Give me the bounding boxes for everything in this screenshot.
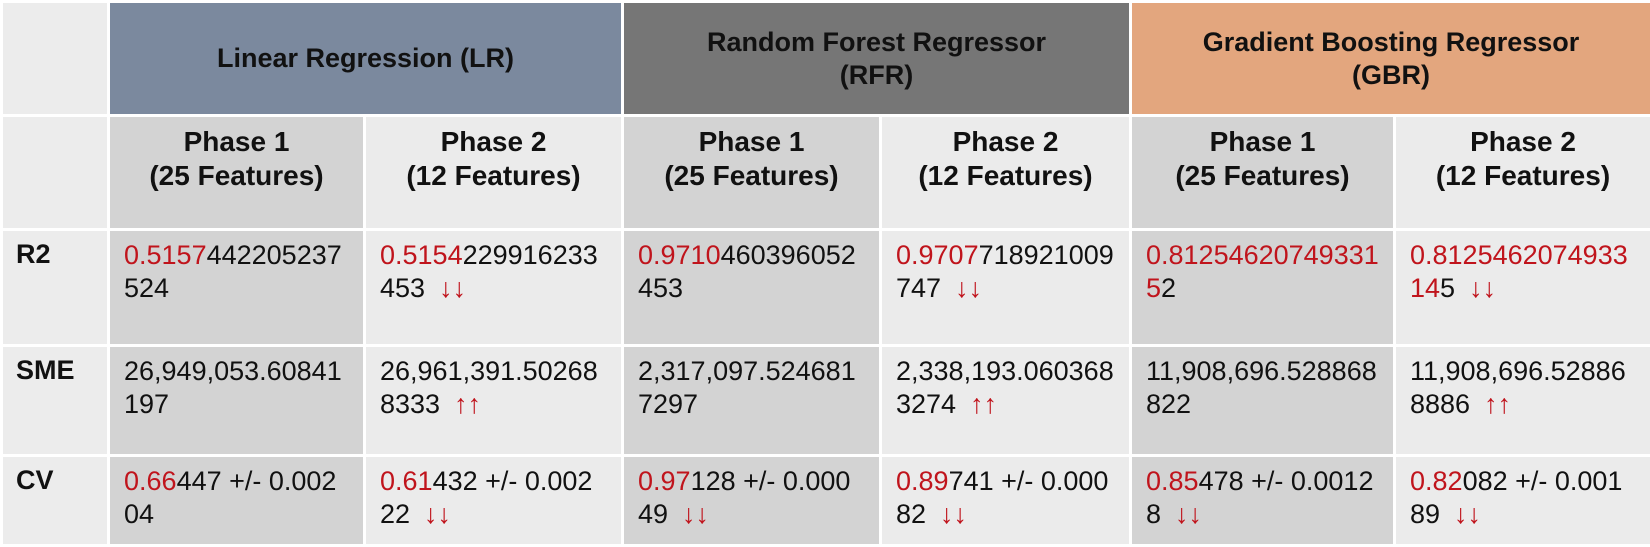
metric-cell: 0.85478 +/- 0.00128 ↓↓ xyxy=(1129,454,1396,547)
value-digits: 26,961,391.502688333 xyxy=(380,356,598,419)
trend-arrow-icon: ↑↑ xyxy=(1484,389,1512,419)
trend-arrow-icon: ↓↓ xyxy=(682,499,710,529)
model-header-lr: Linear Regression (LR) xyxy=(107,0,624,117)
metric-cell: 26,961,391.502688333 ↑↑ xyxy=(363,344,624,457)
phase-name: Phase 2 xyxy=(1470,126,1576,157)
value-digits: 432 +/- 0.00222 xyxy=(380,466,593,529)
metric-cell: 0.61432 +/- 0.00222 ↓↓ xyxy=(363,454,624,547)
metric-cell: 11,908,696.528868822 xyxy=(1129,344,1396,457)
trend-arrow-icon: ↓↓ xyxy=(439,273,467,303)
trend-arrow-icon: ↓↓ xyxy=(940,499,968,529)
value-digits: 478 +/- 0.00128 xyxy=(1146,466,1374,529)
trend-arrow-icon: ↑↑ xyxy=(970,389,998,419)
value-digits: 2 xyxy=(1161,273,1177,303)
phase-name: Phase 1 xyxy=(698,126,805,157)
highlighted-digits: 0.812546207493314 xyxy=(1410,240,1628,303)
value-digits: 11,908,696.528868822 xyxy=(1146,356,1377,419)
value-digits: 082 +/- 0.00189 xyxy=(1410,466,1623,529)
metric-cell: 0.89741 +/- 0.00082 ↓↓ xyxy=(879,454,1132,547)
model-header-rfr: Random Forest Regressor (RFR) xyxy=(621,0,1132,117)
metric-cell: 11,908,696.528868886 ↑↑ xyxy=(1392,344,1650,457)
phase-features: (25 Features) xyxy=(1175,160,1350,191)
metric-row-r2: R2 0.5157442205237524 0.5154229916233453… xyxy=(0,228,1650,347)
phase-name: Phase 2 xyxy=(440,126,547,157)
value-digits: 2,317,097.5246817297 xyxy=(638,356,856,419)
metric-row-cv: CV 0.66447 +/- 0.00204 0.61432 +/- 0.002… xyxy=(0,454,1650,547)
metric-row-sme: SME 26,949,053.60841197 26,961,391.50268… xyxy=(0,344,1650,457)
phase-header-gbr-2: Phase 2 (12 Features) xyxy=(1392,114,1650,231)
metric-cell: 0.97128 +/- 0.00049 ↓↓ xyxy=(621,454,882,547)
trend-arrow-icon: ↓↓ xyxy=(1469,273,1497,303)
metric-cell: 0.5154229916233453 ↓↓ xyxy=(363,228,624,347)
phase-header-lr-2: Phase 2 (12 Features) xyxy=(363,114,624,231)
highlighted-digits: 0.85 xyxy=(1146,466,1199,496)
trend-arrow-icon: ↓↓ xyxy=(955,273,983,303)
metric-cell: 0.9707718921009747 ↓↓ xyxy=(879,228,1132,347)
value-digits: 5 xyxy=(1440,273,1456,303)
metric-cell: 0.5157442205237524 xyxy=(107,228,366,347)
metric-cell: 0.66447 +/- 0.00204 xyxy=(107,454,366,547)
highlighted-digits: 0.812546207493315 xyxy=(1146,240,1379,303)
value-digits: 26,949,053.60841197 xyxy=(124,356,342,419)
model-header-gbr: Gradient Boosting Regressor (GBR) xyxy=(1128,0,1650,117)
value-digits: 229916233453 xyxy=(380,240,598,303)
metric-cell: 0.9710460396052453 xyxy=(621,228,882,347)
highlighted-digits: 0.61 xyxy=(380,466,433,496)
highlighted-digits: 0.82 xyxy=(1410,466,1463,496)
metric-cell: 26,949,053.60841197 xyxy=(107,344,366,457)
metric-cell: 2,317,097.5246817297 xyxy=(621,344,882,457)
phase-features: (25 Features) xyxy=(664,160,839,191)
value-digits: 447 +/- 0.00204 xyxy=(124,466,337,529)
value-digits: 442205237524 xyxy=(124,240,342,303)
phase-header-row: Phase 1 (25 Features) Phase 2 (12 Featur… xyxy=(0,114,1650,231)
value-digits: 718921009747 xyxy=(896,240,1114,303)
value-digits: 2,338,193.0603683274 xyxy=(896,356,1114,419)
corner-cell-phase xyxy=(0,114,110,231)
highlighted-digits: 0.89 xyxy=(896,466,949,496)
metric-cell: 0.82082 +/- 0.00189 ↓↓ xyxy=(1392,454,1650,547)
phase-name: Phase 1 xyxy=(183,126,290,157)
phase-header-lr-1: Phase 1 (25 Features) xyxy=(107,114,366,231)
value-digits: 11,908,696.528868886 xyxy=(1410,356,1626,419)
trend-arrow-icon: ↑↑ xyxy=(454,389,482,419)
row-label-cv: CV xyxy=(0,454,110,547)
phase-header-rfr-1: Phase 1 (25 Features) xyxy=(621,114,882,231)
model-header-row: Linear Regression (LR) Random Forest Reg… xyxy=(0,0,1650,117)
trend-arrow-icon: ↓↓ xyxy=(1175,499,1203,529)
row-label-sme: SME xyxy=(0,344,110,457)
phase-features: (12 Features) xyxy=(918,160,1093,191)
highlighted-digits: 0.66 xyxy=(124,466,177,496)
value-digits: 741 +/- 0.00082 xyxy=(896,466,1109,529)
metric-cell: 0.8125462074933145 ↓↓ xyxy=(1392,228,1650,347)
value-digits: 128 +/- 0.00049 xyxy=(638,466,851,529)
trend-arrow-icon: ↓↓ xyxy=(424,499,452,529)
phase-name: Phase 1 xyxy=(1209,126,1316,157)
highlighted-digits: 0.9710 xyxy=(638,240,721,270)
highlighted-digits: 0.97 xyxy=(638,466,691,496)
corner-cell xyxy=(0,0,110,117)
phase-header-rfr-2: Phase 2 (12 Features) xyxy=(879,114,1132,231)
highlighted-digits: 0.5154 xyxy=(380,240,463,270)
phase-name: Phase 2 xyxy=(952,126,1059,157)
metric-cell: 2,338,193.0603683274 ↑↑ xyxy=(879,344,1132,457)
row-label-r2: R2 xyxy=(0,228,110,347)
highlighted-digits: 0.9707 xyxy=(896,240,979,270)
trend-arrow-icon: ↓↓ xyxy=(1454,499,1482,529)
phase-features: (25 Features) xyxy=(149,160,324,191)
highlighted-digits: 0.5157 xyxy=(124,240,207,270)
value-digits: 460396052453 xyxy=(638,240,856,303)
phase-features: (12 Features) xyxy=(406,160,581,191)
metric-cell: 0.8125462074933152 xyxy=(1129,228,1396,347)
phase-features: (12 Features) xyxy=(1435,160,1611,191)
phase-header-gbr-1: Phase 1 (25 Features) xyxy=(1129,114,1396,231)
